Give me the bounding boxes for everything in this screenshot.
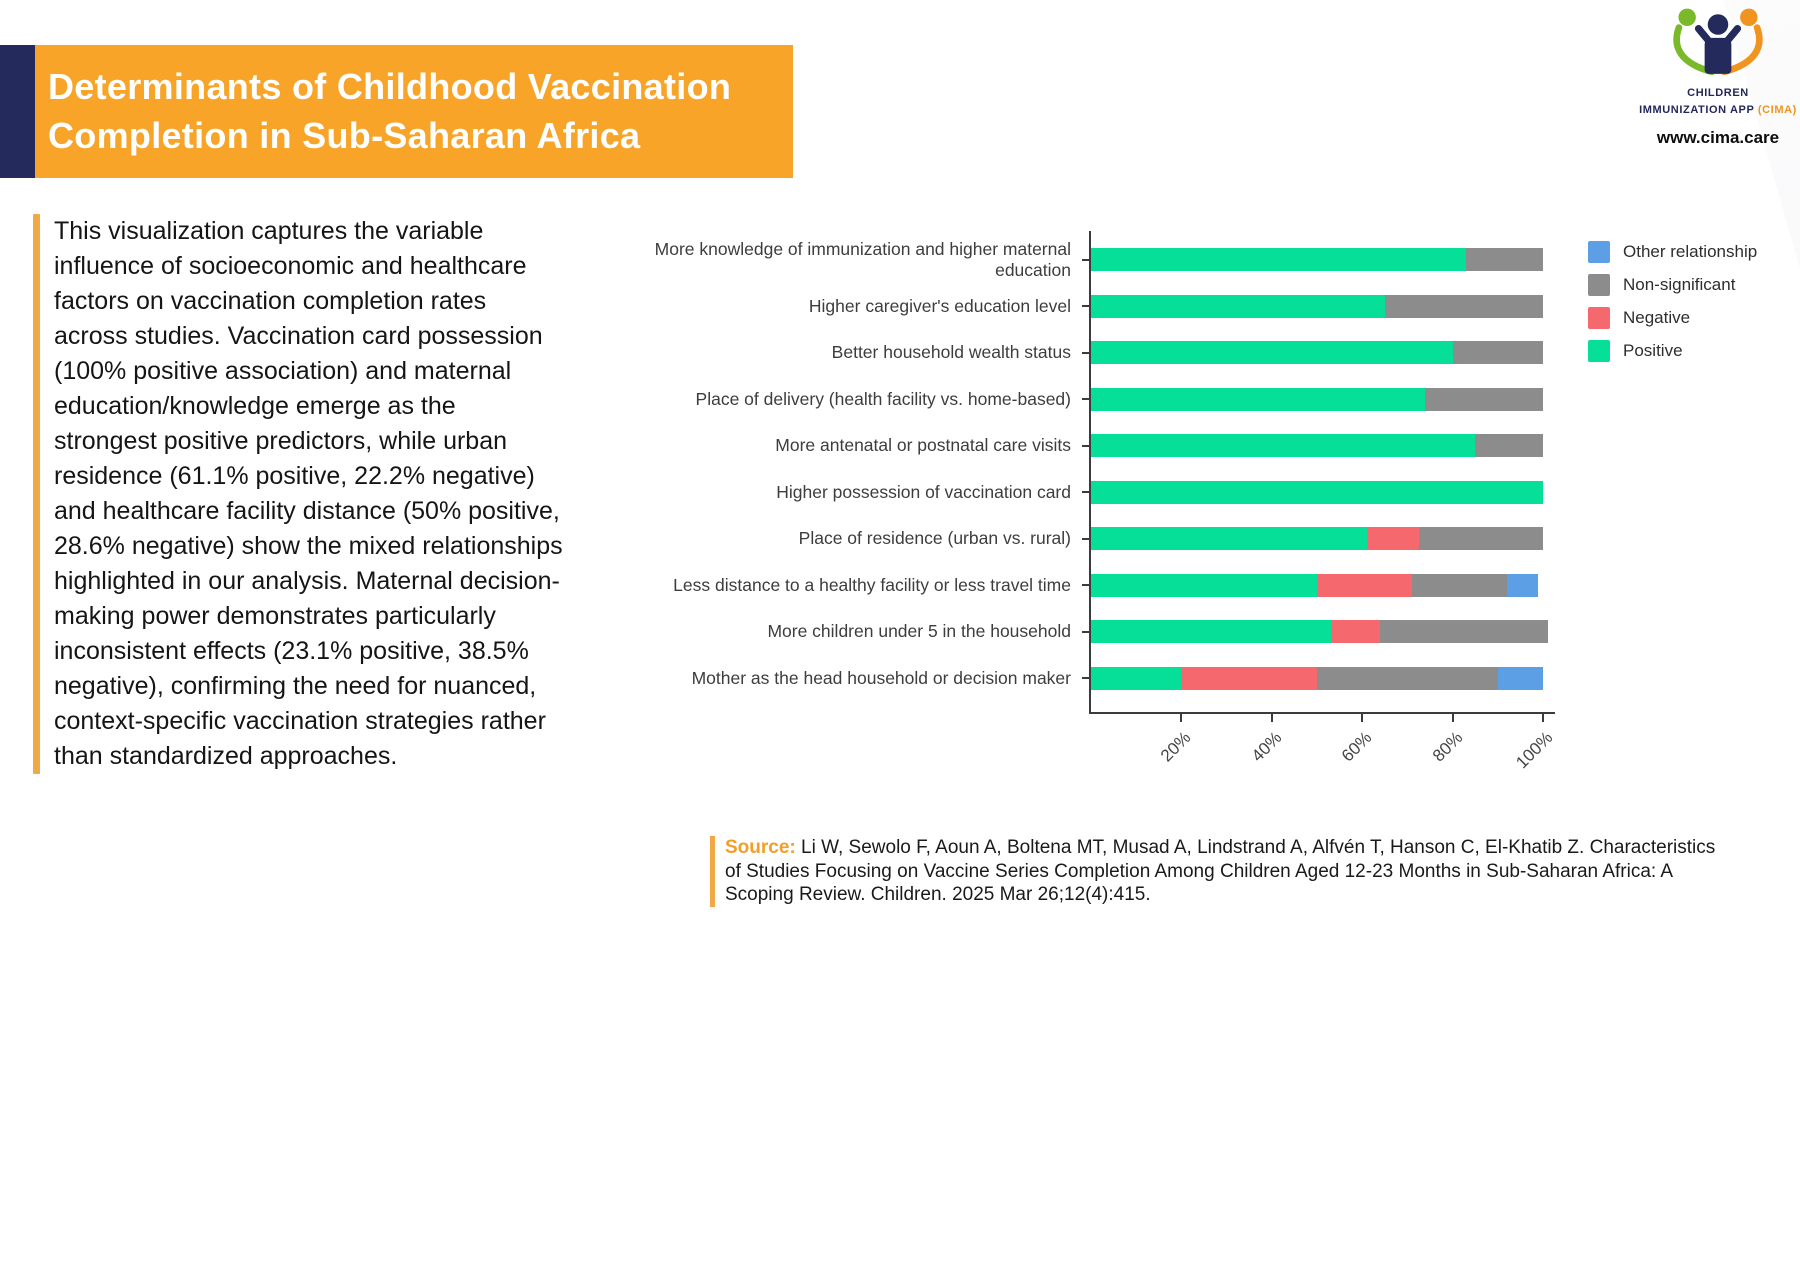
source-block: Source: Li W, Sewolo F, Aoun A, Boltena …: [710, 836, 1740, 907]
bar-segment-positive: [1091, 666, 1182, 690]
bar-segment-positive: [1091, 620, 1331, 643]
bar-segment-non-significant: [1475, 434, 1543, 457]
page-title: Determinants of Childhood Vaccination Co…: [35, 45, 793, 178]
bar-row: [1091, 573, 1539, 597]
x-axis-tick: [1451, 714, 1454, 722]
logo-text-line1: CHILDREN: [1687, 87, 1749, 99]
x-axis-tick: [1542, 714, 1544, 722]
bar-row: [1091, 434, 1543, 457]
navy-accent-block: [0, 45, 35, 178]
y-axis-tick: [1082, 351, 1090, 354]
bar-row: [1091, 480, 1543, 504]
y-axis-tick: [1082, 258, 1090, 261]
bar-segment-non-significant: [1418, 527, 1543, 550]
category-label: Higher caregiver's education level: [808, 295, 1071, 316]
legend-swatch: [1588, 274, 1610, 296]
logo-website: www.cima.care: [1656, 128, 1780, 147]
source-accent-bar: [710, 836, 715, 907]
category-label: Place of residence (urban vs. rural): [798, 528, 1071, 548]
logo-cima-accent: (CIMA): [1757, 104, 1797, 116]
x-axis-tick-label: 80%: [1428, 728, 1467, 766]
category-label: More children under 5 in the household: [767, 621, 1071, 641]
bar-segment-non-significant: [1380, 620, 1548, 643]
bar-segment-negative: [1330, 620, 1381, 643]
bar-segment-other-relationship: [1497, 666, 1543, 690]
intro-paragraph: This visualization captures the variable…: [54, 217, 563, 770]
x-axis-tick: [1361, 714, 1364, 722]
x-axis-tick: [1270, 714, 1273, 722]
category-label: Mother as the head household or decision…: [691, 667, 1071, 688]
category-label: More knowledge of immunization and highe…: [654, 238, 1071, 280]
bar-row: [1091, 387, 1543, 411]
bar-segment-non-significant: [1425, 387, 1543, 411]
bar-row: [1091, 294, 1543, 318]
bar-segment-non-significant: [1466, 248, 1543, 271]
bar-segment-positive: [1091, 573, 1317, 597]
bar-segment-positive: [1091, 341, 1453, 364]
bar-segment-negative: [1317, 573, 1412, 597]
chart-legend: Other relationship Non-significant Negativ…: [1588, 241, 1757, 362]
bar-segment-positive: [1091, 294, 1385, 318]
bar-segment-non-significant: [1452, 341, 1543, 364]
legend-item: Positive: [1588, 340, 1757, 362]
y-axis-tick: [1082, 537, 1090, 540]
category-label: More antenatal or postnatal care visits: [775, 435, 1071, 455]
bar-row: [1091, 527, 1543, 550]
x-axis-tick-label: 20%: [1157, 728, 1195, 766]
legend-swatch: [1588, 241, 1610, 263]
y-axis-line: [1089, 231, 1091, 714]
legend-label: Positive: [1623, 341, 1683, 360]
page-title-line2: Completion in Sub-Saharan Africa: [48, 115, 641, 156]
x-axis-tick-label: 100%: [1512, 728, 1557, 773]
category-label: Place of delivery (health facility vs. h…: [695, 388, 1071, 409]
bar-row: [1091, 248, 1543, 271]
y-axis-tick: [1082, 491, 1090, 493]
bar-segment-negative: [1366, 527, 1419, 550]
legend-swatch: [1588, 307, 1610, 329]
bar-segment-non-significant: [1411, 573, 1507, 597]
source-citation: Source: Li W, Sewolo F, Aoun A, Boltena …: [725, 836, 1725, 907]
x-axis-tick: [1180, 714, 1183, 722]
legend-label: Non-significant: [1623, 275, 1736, 294]
bar-segment-other-relationship: [1506, 573, 1539, 597]
page-title-line1: Determinants of Childhood Vaccination: [48, 66, 732, 107]
legend-item: Non-significant: [1588, 274, 1757, 296]
x-axis-line: [1089, 712, 1555, 714]
legend-item: Negative: [1588, 307, 1757, 329]
logo-text-line2: IMMUNIZATION APP (CIMA): [1639, 104, 1797, 116]
source-text: Li W, Sewolo F, Aoun A, Boltena MT, Musa…: [725, 837, 1716, 905]
bar-row: [1091, 620, 1548, 643]
x-axis-tick-label: 60%: [1338, 728, 1376, 766]
y-axis-tick: [1082, 677, 1090, 679]
cima-logo-icon: [1673, 8, 1763, 76]
legend-label: Other relationship: [1623, 242, 1758, 261]
category-label: Less distance to a healthy facility or l…: [673, 574, 1071, 595]
bar-segment-positive: [1091, 527, 1367, 550]
category-label: Better household wealth status: [831, 342, 1071, 362]
y-axis-tick: [1082, 398, 1090, 400]
intro-block: This visualization captures the variable…: [33, 214, 585, 774]
bar-segment-positive: [1091, 387, 1426, 411]
legend-swatch: [1588, 340, 1610, 362]
y-axis-tick: [1082, 444, 1090, 447]
bar-row: [1091, 341, 1543, 364]
x-axis-tick-label: 40%: [1247, 728, 1286, 766]
legend-label: Negative: [1623, 308, 1691, 327]
stacked-bar-chart: More knowledge of immunization and highe…: [654, 231, 1557, 773]
intro-accent-bar: [33, 214, 40, 774]
legend-item: Other relationship: [1588, 241, 1757, 263]
category-label: Higher possession of vaccination card: [776, 481, 1071, 502]
source-label: Source:: [725, 837, 796, 858]
bar-segment-non-significant: [1384, 294, 1543, 318]
y-axis-tick: [1082, 584, 1090, 586]
bar-segment-non-significant: [1316, 666, 1498, 690]
cima-logo: CHILDREN IMMUNIZATION APP (CIMA) www.cim…: [1626, 6, 1800, 148]
y-axis-tick: [1082, 305, 1090, 307]
y-axis-tick: [1082, 630, 1090, 633]
bar-segment-positive: [1091, 248, 1467, 271]
bar-segment-positive: [1091, 480, 1543, 504]
bar-segment-positive: [1091, 434, 1476, 457]
bar-row: [1091, 666, 1543, 690]
bar-segment-negative: [1181, 666, 1317, 690]
